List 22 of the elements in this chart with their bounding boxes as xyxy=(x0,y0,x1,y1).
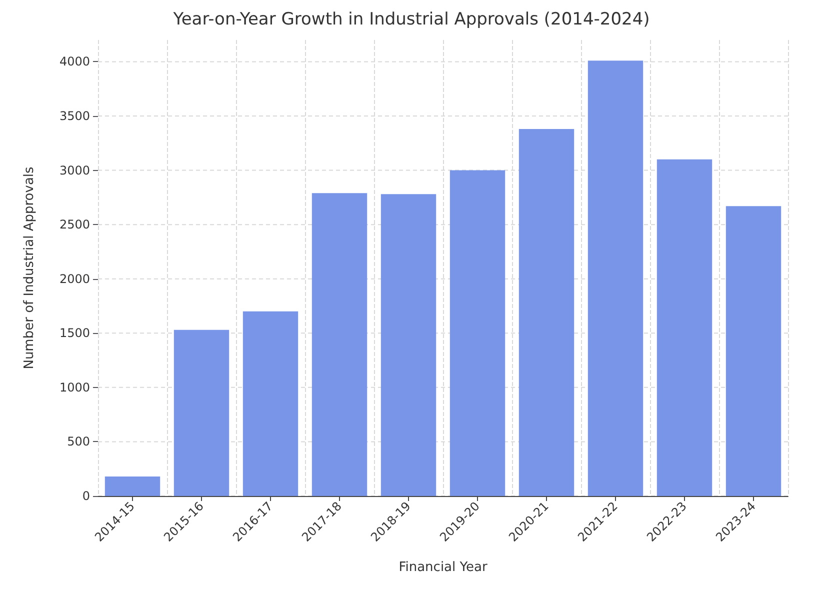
bar xyxy=(312,193,368,496)
y-tick-label: 1500 xyxy=(59,326,90,340)
y-tick-label: 3000 xyxy=(59,163,90,178)
bar xyxy=(174,330,230,496)
y-tick-label: 2500 xyxy=(59,218,90,232)
y-tick-label: 3500 xyxy=(59,109,90,123)
bar xyxy=(656,159,712,496)
y-tick-label: 500 xyxy=(67,434,90,449)
bar xyxy=(242,311,298,496)
bar xyxy=(726,206,782,496)
bar xyxy=(450,170,506,496)
x-axis-title: Financial Year xyxy=(398,560,488,575)
y-axis-title: Number of Industrial Approvals xyxy=(22,166,37,370)
chart-title: Year-on-Year Growth in Industrial Approvals (2014-2024) xyxy=(172,10,650,30)
y-tick-label: 4000 xyxy=(59,54,90,69)
bar xyxy=(588,60,644,496)
bar xyxy=(104,476,160,496)
bar xyxy=(518,129,574,496)
y-tick-label: 0 xyxy=(82,489,90,503)
y-tick-label: 2000 xyxy=(59,272,90,286)
y-tick-label: 1000 xyxy=(59,380,90,394)
bar xyxy=(380,194,436,496)
